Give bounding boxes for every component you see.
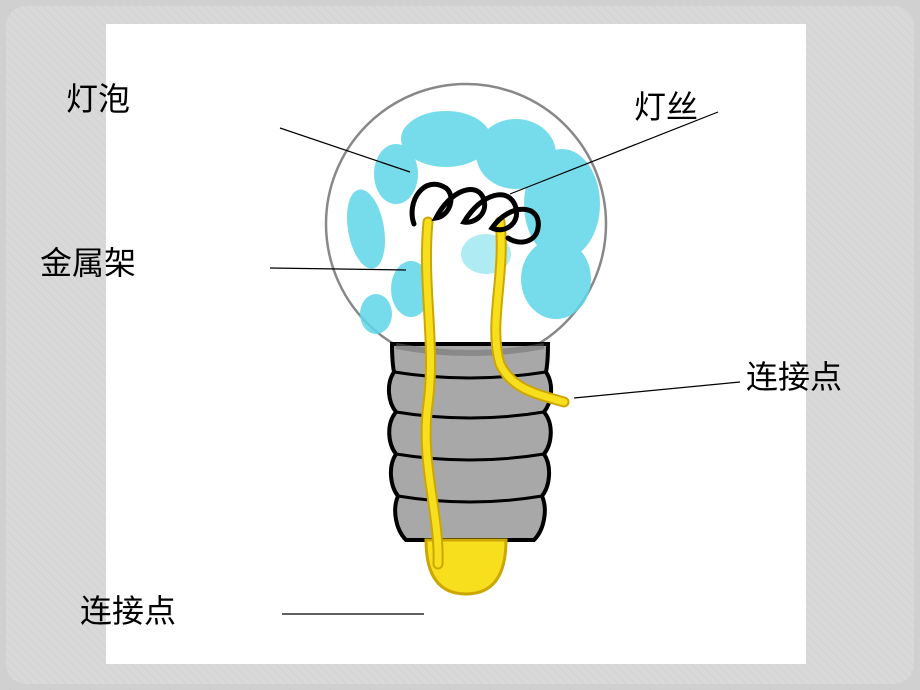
label-contact-bottom: 连接点: [80, 586, 176, 632]
label-contact-right: 连接点: [746, 352, 842, 398]
label-metal-frame: 金属架: [40, 238, 136, 284]
leader-metal-frame: [270, 268, 406, 270]
leader-bulb: [280, 128, 410, 172]
leader-lines: [106, 24, 806, 664]
label-filament: 灯丝: [634, 82, 698, 128]
slide-card: 灯泡 灯丝 金属架 连接点 连接点: [6, 6, 914, 684]
diagram-canvas: [106, 24, 806, 664]
label-bulb: 灯泡: [66, 74, 130, 120]
leader-contact-right: [574, 382, 740, 398]
